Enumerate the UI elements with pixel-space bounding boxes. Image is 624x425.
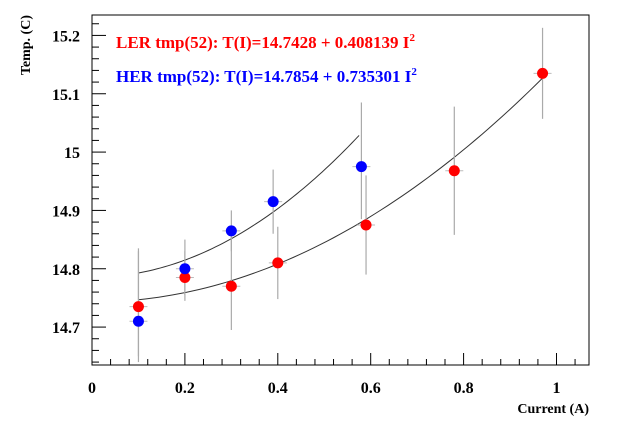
data-point-ler <box>448 165 460 177</box>
legend-ler-exponent: 2 <box>409 32 415 44</box>
x-tick-label: 1 <box>552 380 560 397</box>
data-point-ler <box>225 280 237 292</box>
y-tick-label: 15 <box>64 145 80 162</box>
axes-ticks <box>91 23 576 365</box>
legend-her-exponent: 2 <box>411 66 417 78</box>
x-tick-label: 0 <box>88 380 96 397</box>
data-point-ler <box>132 301 144 313</box>
x-tick-label: 0.4 <box>268 380 288 397</box>
data-point-ler <box>537 67 549 79</box>
y-tick-label: 14.9 <box>52 203 80 220</box>
data-points <box>132 67 549 327</box>
data-point-ler <box>360 219 372 231</box>
y-tick-label: 15.2 <box>52 28 80 45</box>
data-point-her <box>225 225 237 237</box>
tick-labels: 0 0.2 0.4 0.6 0.8 1 14.7 14.8 14.9 15 15.1 15.2 <box>52 28 560 397</box>
data-point-ler <box>272 257 284 269</box>
x-tick-label: 0.8 <box>454 380 474 397</box>
y-axis-title: Temp. (C) <box>19 15 34 75</box>
y-tick-label: 15.1 <box>52 87 80 104</box>
legend-ler: LER tmp(52): T(I)=14.7428 + 0.408139 I2 <box>116 32 415 52</box>
legend-her-label: HER tmp(52): T(I)=14.7854 + 0.735301 I <box>116 67 412 86</box>
data-point-her <box>179 263 191 275</box>
y-tick-label: 14.8 <box>52 262 80 279</box>
data-point-her <box>267 196 279 208</box>
x-tick-label: 0.6 <box>361 380 381 397</box>
fit-curves <box>138 77 543 301</box>
x-tick-label: 0.2 <box>175 380 195 397</box>
legend-ler-label: LER tmp(52): T(I)=14.7428 + 0.408139 I <box>116 33 410 52</box>
fit-curve-her <box>138 135 360 274</box>
data-point-ler <box>179 272 191 283</box>
x-axis-title: Current (A) <box>517 402 589 417</box>
legend-her: HER tmp(52): T(I)=14.7854 + 0.735301 I2 <box>116 66 417 86</box>
data-point-her <box>132 315 144 327</box>
data-point-her <box>355 161 367 173</box>
plot-frame <box>91 14 590 366</box>
y-tick-label: 14.7 <box>52 320 80 337</box>
fit-curve-ler <box>138 77 543 301</box>
